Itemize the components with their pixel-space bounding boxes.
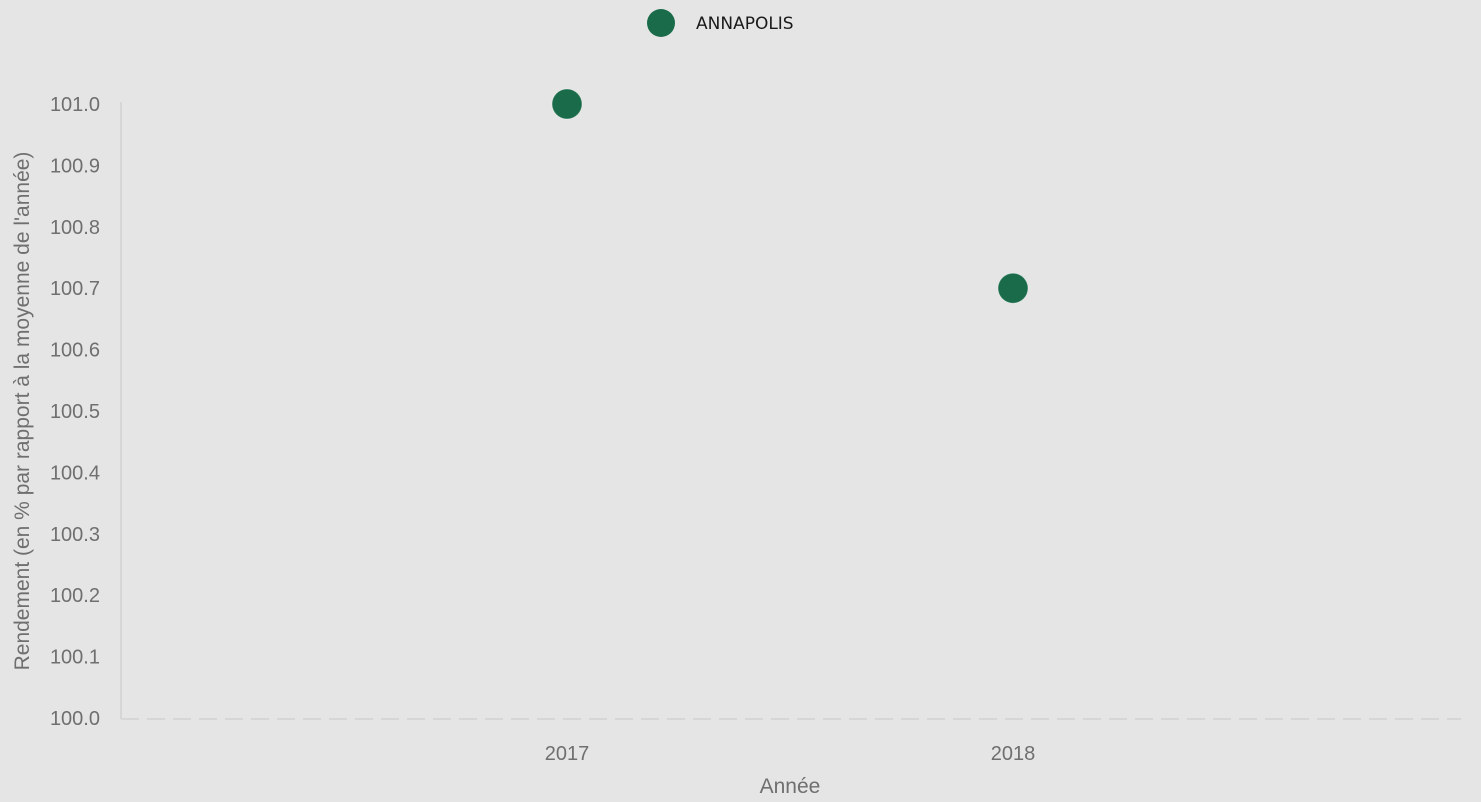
legend[interactable]: ANNAPOLIS xyxy=(647,9,794,37)
y-tick-label: 100.1 xyxy=(50,647,100,669)
y-tick-label: 100.5 xyxy=(50,401,100,423)
x-tick-label: 2018 xyxy=(991,743,1036,765)
y-tick-label: 100.8 xyxy=(50,217,100,239)
y-axis-ticks: 100.0 100.1 100.2 100.3 100.4 100.5 100.6 100.7… xyxy=(50,94,100,730)
x-axis-title: Année xyxy=(760,775,821,798)
legend-marker-annapolis xyxy=(647,9,675,37)
y-tick-label: 100.4 xyxy=(50,462,100,484)
y-tick-label: 100.9 xyxy=(50,155,100,177)
data-points xyxy=(551,88,1029,304)
y-tick-label: 100.0 xyxy=(50,708,100,730)
y-tick-label: 100.2 xyxy=(50,585,100,607)
data-point[interactable] xyxy=(551,88,583,120)
y-tick-label: 100.7 xyxy=(50,278,100,300)
x-axis-ticks: 2017 2018 xyxy=(545,743,1036,765)
legend-label-annapolis: ANNAPOLIS xyxy=(696,14,794,34)
data-point[interactable] xyxy=(997,272,1029,304)
y-tick-label: 100.3 xyxy=(50,524,100,546)
y-tick-label: 100.6 xyxy=(50,340,100,362)
x-tick-label: 2017 xyxy=(545,743,590,765)
y-tick-label: 101.0 xyxy=(50,94,100,116)
y-axis-title: Rendement (en % par rapport à la moyenne… xyxy=(11,152,34,671)
